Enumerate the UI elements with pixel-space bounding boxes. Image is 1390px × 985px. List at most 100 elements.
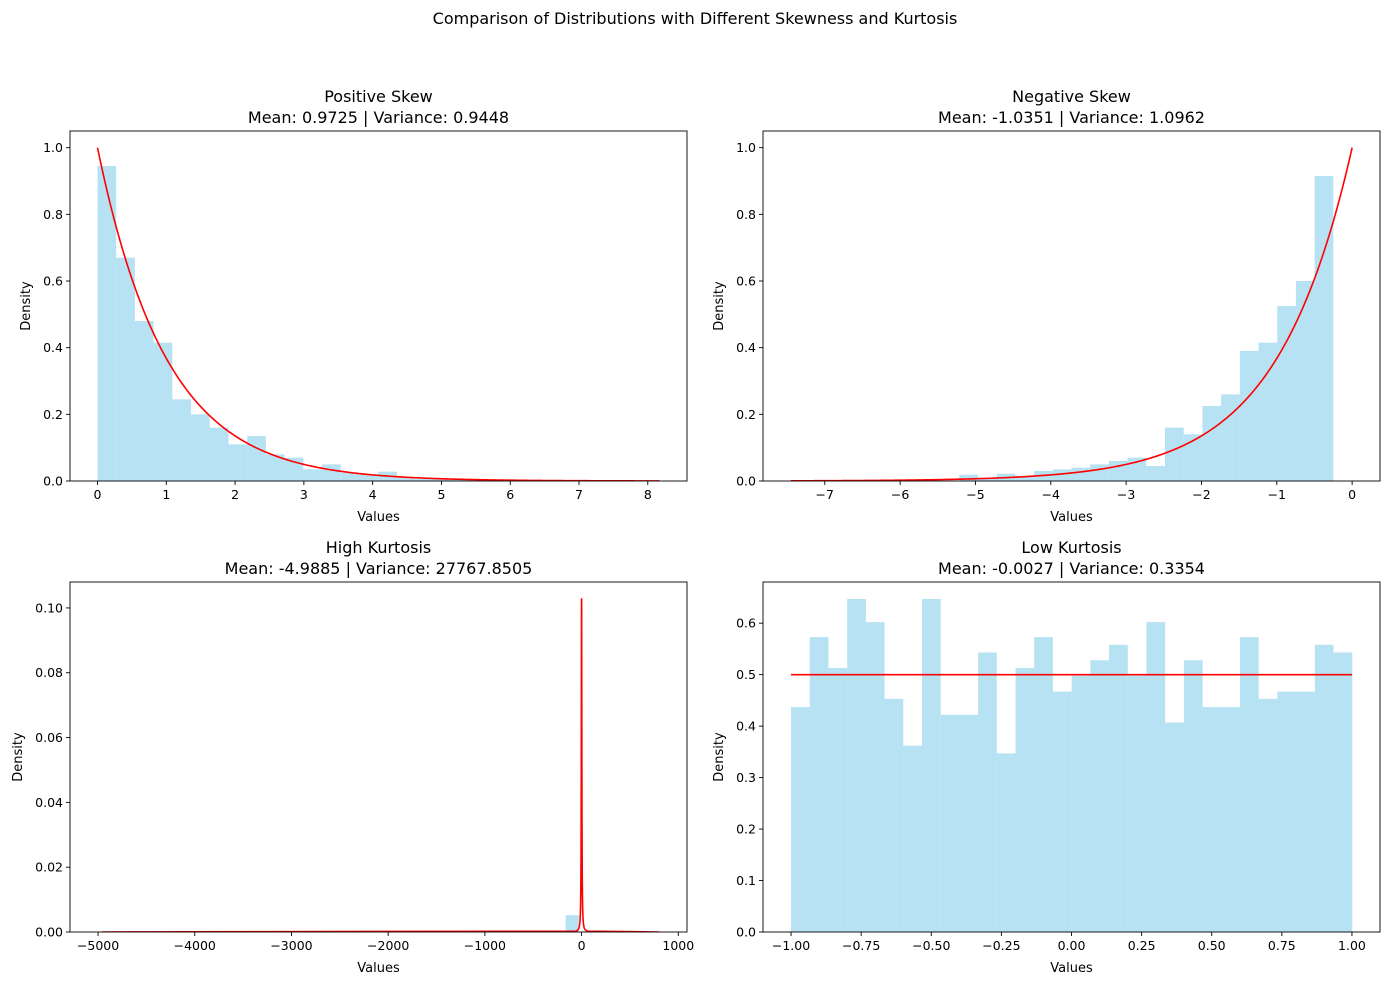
high-kurtosis-x-tick-label: −3000 xyxy=(270,938,312,953)
positive-skew-y-tick-label: 1.0 xyxy=(43,140,63,155)
negative-skew-x-tick-label: −5 xyxy=(966,487,984,502)
low-kurtosis-x-tick-label: 1.00 xyxy=(1338,938,1366,953)
high-kurtosis-y-tick-label: 0.00 xyxy=(35,925,63,940)
high-kurtosis-y-tick-label: 0.06 xyxy=(35,730,63,745)
low-kurtosis-y-tick-label: 0.3 xyxy=(736,770,756,785)
low-kurtosis-hist-bar xyxy=(921,598,941,932)
positive-skew-hist-bar xyxy=(396,477,416,481)
negative-skew-y-tick-label: 1.0 xyxy=(736,140,756,155)
low-kurtosis-x-tick-label: 0.75 xyxy=(1268,938,1296,953)
negative-skew-panel: Negative Skew Mean: -1.0351 | Variance: 1… xyxy=(712,87,1381,525)
high-kurtosis-x-tick-label: 0 xyxy=(578,938,586,953)
negative-skew-x-tick-label: −4 xyxy=(1042,487,1060,502)
high-kurtosis-x-tick-label: −4000 xyxy=(174,938,216,953)
low-kurtosis-x-tick-label: −0.25 xyxy=(982,938,1020,953)
negative-skew-x-axis-label: Values xyxy=(1050,510,1093,525)
high-kurtosis-pdf-curve xyxy=(101,598,659,932)
high-kurtosis-x-tick-label: −5000 xyxy=(77,938,119,953)
low-kurtosis-y-tick-label: 0.4 xyxy=(736,719,756,734)
positive-skew-hist-bar xyxy=(452,479,472,481)
positive-skew-hist-bar xyxy=(116,257,135,481)
high-kurtosis-x-tick-label: −1000 xyxy=(464,938,506,953)
negative-skew-hist-bar xyxy=(1052,469,1072,481)
negative-skew-y-tick-label: 0.2 xyxy=(736,407,756,422)
low-kurtosis-y-tick-label: 0.0 xyxy=(736,925,756,940)
positive-skew-x-tick-label: 4 xyxy=(369,487,377,502)
negative-skew-hist-bar xyxy=(1146,466,1165,481)
positive-skew-subtitle: Mean: 0.9725 | Variance: 0.9448 xyxy=(248,108,509,127)
negative-skew-y-tick-label: 0.6 xyxy=(736,274,756,289)
positive-skew-hist-bar xyxy=(340,472,360,481)
positive-skew-x-tick-label: 7 xyxy=(575,487,583,502)
low-kurtosis-hist-bar xyxy=(1314,644,1334,932)
low-kurtosis-hist-bar xyxy=(1052,691,1072,932)
positive-skew-panel: Positive Skew Mean: 0.9725 | Variance: 0.… xyxy=(19,87,688,525)
positive-skew-hist-bar xyxy=(322,464,341,481)
positive-skew-y-axis-label: Density xyxy=(19,281,34,331)
positive-skew-hist-bar xyxy=(303,469,323,481)
low-kurtosis-hist-bar xyxy=(1109,644,1128,932)
low-kurtosis-panel: Low Kurtosis Mean: -0.0027 | Variance: 0.… xyxy=(712,538,1381,976)
low-kurtosis-hist-bar xyxy=(903,745,922,932)
low-kurtosis-hist-bar xyxy=(996,753,1016,932)
low-kurtosis-hist-bar xyxy=(1090,660,1110,932)
negative-skew-hist-bar xyxy=(1015,476,1035,481)
negative-skew-hist-bar xyxy=(1164,427,1184,481)
negative-skew-hist-bar xyxy=(1183,434,1203,481)
high-kurtosis-y-axis-label: Density xyxy=(11,732,26,782)
positive-skew-hist-bar xyxy=(415,479,435,481)
positive-skew-hist-bar xyxy=(97,166,117,481)
negative-skew-hist-bar xyxy=(1314,176,1334,481)
low-kurtosis-hist-bar xyxy=(884,698,904,932)
low-kurtosis-hist-bar xyxy=(1183,660,1203,932)
positive-skew-x-tick-label: 8 xyxy=(644,487,652,502)
negative-skew-plot-area xyxy=(790,147,1353,481)
low-kurtosis-title: Low Kurtosis xyxy=(1021,538,1121,557)
negative-skew-hist-bar xyxy=(1090,464,1109,481)
low-kurtosis-hist-bar xyxy=(1239,637,1259,932)
negative-skew-hist-bar xyxy=(1277,306,1296,481)
low-kurtosis-y-axis-label: Density xyxy=(712,732,727,782)
negative-skew-subtitle: Mean: -1.0351 | Variance: 1.0962 xyxy=(938,108,1205,127)
positive-skew-y-tick-label: 0.4 xyxy=(43,340,63,355)
negative-skew-pdf-curve xyxy=(790,147,1353,481)
positive-skew-hist-bar xyxy=(209,427,229,481)
high-kurtosis-x-axis-label: Values xyxy=(357,961,400,976)
low-kurtosis-y-tick-label: 0.5 xyxy=(736,667,756,682)
positive-skew-hist-bar xyxy=(247,436,266,481)
negative-skew-hist-bar xyxy=(977,477,997,481)
low-kurtosis-hist-bar xyxy=(1221,707,1240,932)
negative-skew-x-tick-label: −3 xyxy=(1117,487,1135,502)
negative-skew-x-tick-label: 0 xyxy=(1348,487,1356,502)
negative-skew-hist-bar xyxy=(1221,394,1240,481)
positive-skew-x-tick-label: 0 xyxy=(94,487,102,502)
negative-skew-hist-bar xyxy=(1295,281,1315,481)
low-kurtosis-y-tick-label: 0.1 xyxy=(736,873,756,888)
negative-skew-y-tick-label: 0.4 xyxy=(736,340,756,355)
high-kurtosis-panel: High Kurtosis Mean: -4.9885 | Variance: 2… xyxy=(11,538,694,976)
negative-skew-y-tick-label: 0.8 xyxy=(736,207,756,222)
positive-skew-title: Positive Skew xyxy=(324,87,433,106)
low-kurtosis-hist-bar xyxy=(865,622,885,932)
high-kurtosis-y-tick-label: 0.02 xyxy=(35,860,63,875)
negative-skew-x-tick-label: −7 xyxy=(816,487,834,502)
high-kurtosis-y-tick-label: 0.08 xyxy=(35,665,63,680)
low-kurtosis-hist-bar xyxy=(1277,691,1297,932)
low-kurtosis-hist-bar xyxy=(959,714,979,932)
high-kurtosis-y-tick-label: 0.10 xyxy=(35,600,63,615)
positive-skew-y-tick-label: 0.0 xyxy=(43,474,63,489)
positive-skew-hist-bar xyxy=(228,444,248,481)
low-kurtosis-hist-bar xyxy=(1071,675,1091,932)
negative-skew-axes-frame xyxy=(762,130,1381,482)
low-kurtosis-x-axis-label: Values xyxy=(1050,961,1093,976)
low-kurtosis-hist-bar xyxy=(791,707,810,932)
positive-skew-plot-area xyxy=(96,147,660,481)
negative-skew-x-tick-label: −6 xyxy=(891,487,909,502)
high-kurtosis-axes-frame xyxy=(69,581,688,933)
low-kurtosis-hist-bar xyxy=(809,637,829,932)
low-kurtosis-hist-bar xyxy=(978,652,997,932)
positive-skew-x-tick-label: 6 xyxy=(506,487,514,502)
high-kurtosis-hist-bar xyxy=(565,915,579,932)
low-kurtosis-hist-bar xyxy=(847,598,866,932)
